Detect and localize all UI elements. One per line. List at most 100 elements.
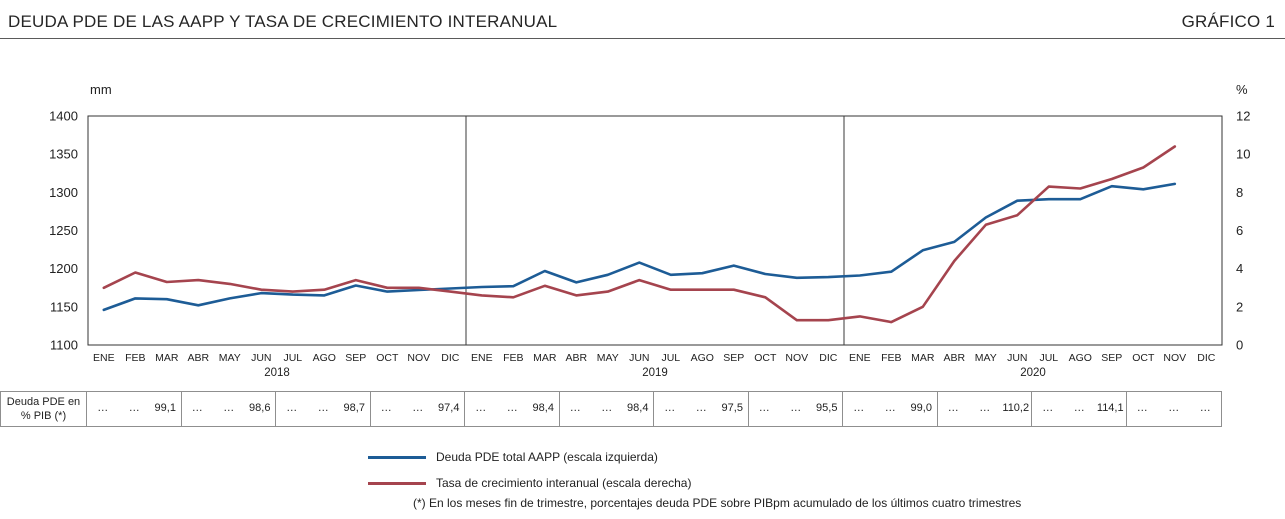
month-label: FEB <box>125 352 145 364</box>
year-label: 2018 <box>264 367 290 379</box>
month-label: JUL <box>283 352 302 364</box>
right-axis-tick-label: 10 <box>1236 147 1250 162</box>
month-label: SEP <box>723 352 744 364</box>
month-label: MAR <box>911 352 935 364</box>
month-label: SEP <box>345 352 366 364</box>
pib-cell: … <box>601 402 613 414</box>
month-label: NOV <box>1163 352 1186 364</box>
month-label: ABR <box>566 352 588 364</box>
legend-item-growth: Tasa de crecimiento interanual (escala d… <box>368 470 691 496</box>
debt-line <box>102 182 1177 312</box>
left-axis-tick-label: 1300 <box>49 185 78 200</box>
pib-row-label-line1: Deuda PDE en <box>6 396 81 408</box>
month-label: SEP <box>1101 352 1122 364</box>
pib-cell: … <box>664 402 676 414</box>
month-label: JUN <box>1007 352 1027 364</box>
month-label: NOV <box>785 352 808 364</box>
left-axis-tick-label: 1200 <box>49 261 78 276</box>
page-title: DEUDA PDE DE LAS AAPP Y TASA DE CRECIMIE… <box>8 12 558 31</box>
footnote: (*) En los meses fin de trimestre, porce… <box>413 496 1022 510</box>
right-axis-tick-label: 6 <box>1236 223 1243 238</box>
month-label: NOV <box>407 352 430 364</box>
pib-cell: 98,4 <box>623 392 654 426</box>
left-axis-tick-label: 1400 <box>49 109 78 124</box>
legend-label-growth: Tasa de crecimiento interanual (escala d… <box>436 476 692 490</box>
left-axis-tick-label: 1250 <box>49 223 78 238</box>
grafico-number-label: GRÁFICO 1 <box>1181 12 1275 31</box>
right-axis-tick-label: 12 <box>1236 109 1250 124</box>
left-axis-tick-label: 1100 <box>50 338 78 353</box>
pib-cell: … <box>506 402 518 414</box>
chart-legend: Deuda PDE total AAPP (escala izquierda) … <box>368 444 691 496</box>
month-label: OCT <box>1132 352 1155 364</box>
pib-cell: … <box>853 402 865 414</box>
right-axis-tick-label: 2 <box>1236 299 1243 314</box>
growth-line <box>102 145 1177 324</box>
pib-cell: … <box>1168 402 1180 414</box>
pib-cell: 99,1 <box>150 392 182 426</box>
month-label: DIC <box>441 352 460 364</box>
month-label: AGO <box>691 352 714 364</box>
pib-ratio-table: Deuda PDE en % PIB (*) … … 99,1 … … 98,6 … … 98,… <box>0 391 1222 427</box>
month-label: MAR <box>155 352 179 364</box>
pib-cell: … <box>1199 402 1211 414</box>
pib-cell: 98,6 <box>245 392 276 426</box>
right-axis-tick-label: 8 <box>1236 185 1243 200</box>
month-label: DIC <box>819 352 838 364</box>
pib-cell: … <box>758 402 770 414</box>
month-label: OCT <box>376 352 399 364</box>
pib-cell: 97,5 <box>717 392 749 426</box>
debt-line-swatch <box>368 455 426 459</box>
month-label: JUL <box>661 352 680 364</box>
pib-cell: … <box>317 402 329 414</box>
pib-cell: … <box>947 402 959 414</box>
right-axis-unit-label: % <box>1236 82 1248 97</box>
month-label: JUL <box>1039 352 1058 364</box>
year-label: 2020 <box>1020 367 1046 379</box>
left-axis-unit-label: mm <box>90 82 112 97</box>
pib-cell: … <box>286 402 298 414</box>
month-label: ABR <box>944 352 966 364</box>
pib-cell: … <box>1073 402 1085 414</box>
pib-cell: … <box>569 402 581 414</box>
pib-cell: … <box>884 402 896 414</box>
legend-label-debt: Deuda PDE total AAPP (escala izquierda) <box>436 450 658 464</box>
pib-cell: … <box>1136 402 1148 414</box>
month-label: AGO <box>313 352 336 364</box>
title-divider <box>0 38 1285 39</box>
pib-cell: … <box>979 402 991 414</box>
pib-cells-row: … … 99,1 … … 98,6 … … 98,7 … … 97,4 … … 98,4 … … 98,4 … … 97… <box>87 392 1221 426</box>
month-label: OCT <box>754 352 777 364</box>
pib-cell: 95,5 <box>812 392 843 426</box>
left-axis-tick-label: 1350 <box>49 147 78 162</box>
month-label: JUN <box>629 352 649 364</box>
pib-cell: … <box>475 402 487 414</box>
year-label: 2019 <box>642 367 668 379</box>
month-label: FEB <box>881 352 901 364</box>
pib-cell: … <box>790 402 802 414</box>
pib-cell: … <box>380 402 392 414</box>
pib-cell: … <box>223 402 235 414</box>
pib-cell: 99,0 <box>906 392 938 426</box>
right-axis-tick-label: 4 <box>1236 261 1243 276</box>
pib-cell: … <box>412 402 424 414</box>
legend-item-debt: Deuda PDE total AAPP (escala izquierda) <box>368 444 691 470</box>
month-label: DIC <box>1197 352 1216 364</box>
pib-cell: … <box>97 402 109 414</box>
month-label: ABR <box>188 352 210 364</box>
month-label: MAY <box>219 352 241 364</box>
month-label: ENE <box>93 352 115 364</box>
month-label: ENE <box>849 352 871 364</box>
pib-cell: … <box>128 402 140 414</box>
pib-cell: 97,4 <box>434 392 465 426</box>
month-label: MAY <box>597 352 619 364</box>
pib-cell: … <box>191 402 203 414</box>
month-label: ENE <box>471 352 493 364</box>
left-axis-tick-label: 1150 <box>50 299 78 314</box>
month-label: MAR <box>533 352 557 364</box>
month-label: FEB <box>503 352 523 364</box>
right-axis-tick-label: 0 <box>1236 338 1243 353</box>
pib-cell: 98,4 <box>528 392 560 426</box>
month-label: AGO <box>1069 352 1092 364</box>
pib-cell: 114,1 <box>1095 392 1127 426</box>
